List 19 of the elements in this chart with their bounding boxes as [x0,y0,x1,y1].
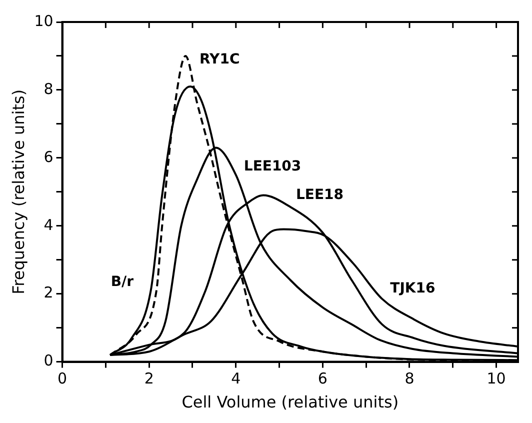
series-label: LEE103 [244,158,302,175]
y-tick-label: 4 [44,216,54,234]
x-tick-label: 10 [486,370,506,388]
y-tick-label: 6 [44,148,54,166]
series-label: TJK16 [390,280,436,297]
x-axis-title: Cell Volume (relative units) [182,392,399,412]
y-axis-title: Frequency (relative units) [8,89,28,294]
series-label: LEE18 [296,187,344,204]
series-label: RY1C [200,52,240,68]
x-tick-label: 2 [144,370,154,388]
series-label: B/r [110,274,134,290]
x-tick-label: 0 [58,370,68,388]
y-tick-label: 0 [44,352,54,370]
y-tick-label: 8 [44,80,54,98]
y-tick-label: 10 [34,12,54,30]
y-tick-label: 2 [44,284,54,302]
x-tick-label: 4 [231,370,241,388]
x-tick-label: 8 [404,370,414,388]
x-tick-label: 6 [318,370,328,388]
